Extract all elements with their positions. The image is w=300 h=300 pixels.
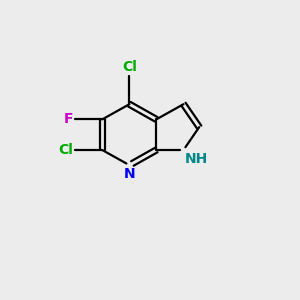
Text: Cl: Cl	[122, 61, 137, 74]
Text: NH: NH	[185, 152, 208, 166]
Text: N: N	[124, 167, 135, 182]
Text: F: F	[64, 112, 74, 126]
Text: Cl: Cl	[59, 143, 74, 157]
